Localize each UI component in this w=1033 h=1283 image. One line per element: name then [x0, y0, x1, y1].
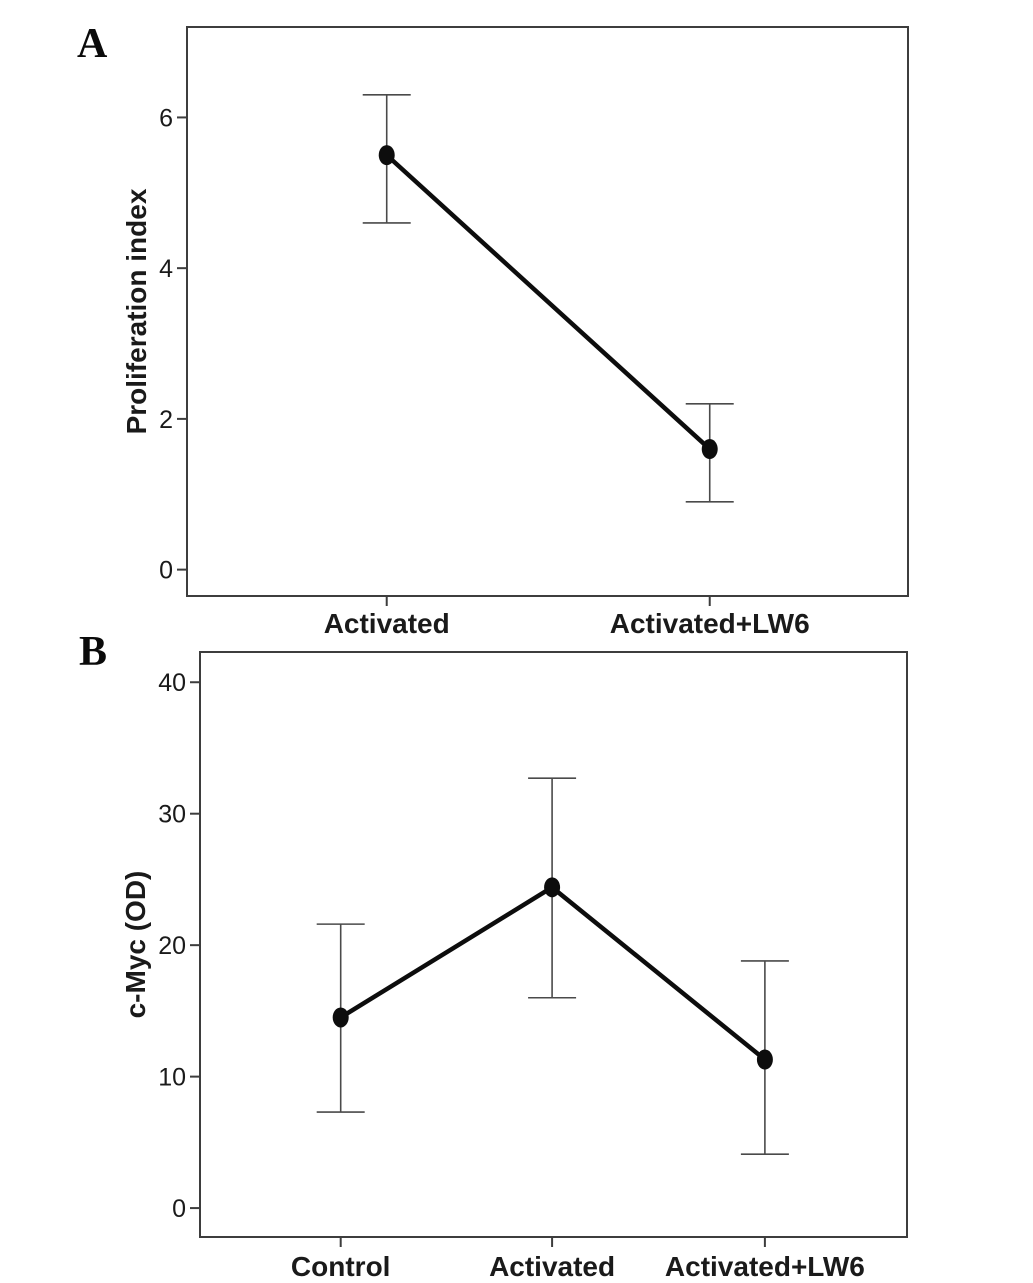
- y-tick-label: 0: [159, 557, 173, 585]
- data-point-marker: [701, 439, 718, 460]
- y-tick-label: 20: [158, 932, 186, 960]
- y-axis-title: Proliferation index: [121, 188, 152, 434]
- x-category-label: Control: [291, 1251, 391, 1282]
- data-point-marker: [332, 1007, 349, 1028]
- y-tick-label: 6: [159, 104, 173, 132]
- plot-frame: [199, 651, 908, 1238]
- panel-b-chart: 0 10 20 30 40 c-Myc (OD) Control Activated Activ…: [120, 651, 908, 1282]
- y-tick-label: 10: [158, 1064, 186, 1092]
- x-category-label: Activated+LW6: [610, 608, 810, 639]
- data-point-marker: [378, 145, 395, 166]
- x-category-label: Activated+LW6: [665, 1251, 865, 1282]
- y-tick-label: 30: [158, 801, 186, 829]
- y-tick-label: 4: [159, 255, 173, 283]
- x-category-label: Activated: [489, 1251, 615, 1282]
- x-category-label: Activated: [324, 608, 450, 639]
- y-axis-title: c-Myc (OD): [120, 871, 151, 1019]
- plot-frame: [186, 26, 909, 597]
- panel-a-chart: 0 2 4 6 Proliferation index Activated Activate…: [121, 26, 909, 639]
- y-tick-label: 2: [159, 406, 173, 434]
- y-tick-label: 0: [172, 1195, 186, 1223]
- data-point-marker: [544, 877, 561, 898]
- series-line: [384, 152, 712, 452]
- panel-b-letter: B: [79, 629, 108, 675]
- data-point-marker: [756, 1049, 773, 1070]
- y-tick-label: 40: [158, 669, 186, 697]
- panel-a-letter: A: [77, 21, 108, 67]
